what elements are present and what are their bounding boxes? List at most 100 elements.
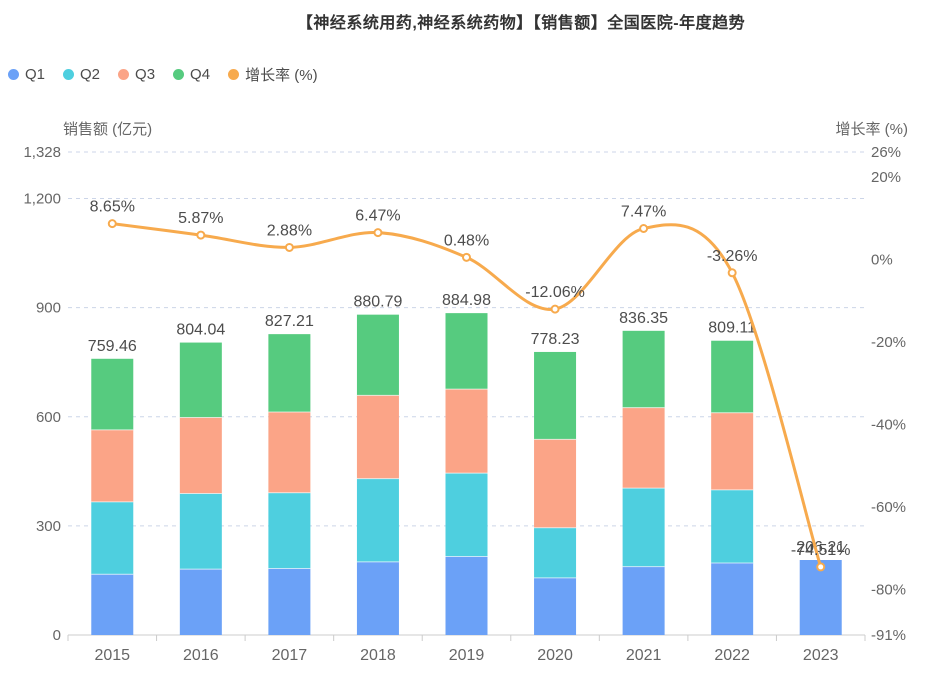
x-label-2017: 2017 [272, 647, 308, 664]
x-label-2016: 2016 [183, 647, 219, 664]
bar-total-label-2020: 778.23 [531, 331, 580, 348]
left-tick-label-900: 900 [36, 300, 61, 317]
right-tick-label-20: 20% [871, 169, 901, 186]
bar-segment-2016-q3[interactable] [179, 417, 222, 494]
bar-segment-2017-q2[interactable] [268, 492, 311, 569]
right-tick-label-26: 26% [871, 144, 901, 161]
left-tick-label-300: 300 [36, 518, 61, 535]
bar-segment-2023-q1[interactable] [799, 560, 842, 635]
chart-title: 【神经系统用药,神经系统药物】【销售额】全国医院-年度趋势 [296, 15, 746, 32]
growth-label-2022: -3.26% [707, 248, 758, 265]
legend-dot-icon [173, 69, 185, 80]
bar-segment-2016-q1[interactable] [179, 569, 222, 635]
bar-segment-2019-q3[interactable] [445, 389, 488, 474]
bar-segment-2018-q3[interactable] [356, 395, 399, 479]
bar-segment-2016-q4[interactable] [179, 342, 222, 418]
left-tick-label-0: 0 [53, 627, 61, 644]
bar-segment-2020-q3[interactable] [534, 439, 577, 528]
right-tick-label--20: -20% [871, 334, 906, 351]
legend-item-q1[interactable]: Q1 [8, 66, 45, 83]
x-label-2020: 2020 [537, 647, 573, 664]
bar-segment-2021-q3[interactable] [622, 407, 665, 489]
bar-total-label-2019: 884.98 [442, 292, 491, 309]
growth-point-2021[interactable] [639, 223, 649, 233]
bar-total-label-2022: 809.11 [708, 320, 756, 337]
bar-segment-2022-q4[interactable] [711, 340, 754, 413]
growth-label-2020: -12.06% [525, 284, 585, 301]
bar-segment-2020-q4[interactable] [534, 351, 577, 440]
growth-label-2017: 2.88% [267, 222, 312, 239]
legend-label: Q1 [25, 66, 46, 83]
bar-total-label-2015: 759.46 [88, 338, 137, 355]
bar-segment-2018-q1[interactable] [356, 561, 399, 635]
growth-point-2022[interactable] [727, 268, 737, 278]
growth-point-2018[interactable] [373, 228, 383, 238]
bar-segment-2015-q1[interactable] [91, 574, 134, 635]
growth-point-2017[interactable] [284, 242, 294, 252]
growth-point-2019[interactable] [462, 252, 471, 262]
legend-dot-icon [118, 69, 130, 80]
bar-total-label-2023: 206.21 [796, 539, 845, 556]
right-tick-label--60: -60% [871, 499, 906, 516]
right-tick-label--40: -40% [871, 416, 906, 433]
growth-point-2023[interactable] [816, 562, 826, 572]
bar-total-label-2017: 827.21 [265, 313, 314, 330]
right-axis-name: 增长率 (%) [835, 121, 909, 138]
bar-total-label-2018: 880.79 [353, 294, 402, 311]
growth-label-2015: 8.65% [90, 199, 135, 216]
legend-label: Q4 [190, 66, 211, 83]
bar-segment-2019-q2[interactable] [445, 473, 488, 557]
left-tick-label-600: 600 [36, 409, 61, 426]
bar-segment-2022-q3[interactable] [711, 412, 754, 490]
legend-dot-icon [63, 69, 75, 80]
growth-point-2020[interactable] [550, 304, 560, 314]
left-tick-label-1200: 1,200 [23, 191, 61, 208]
bar-segment-2020-q1[interactable] [534, 577, 577, 635]
legend-label: 增长率 (%) [245, 67, 318, 84]
bar-total-label-2021: 836.35 [619, 310, 668, 327]
bar-segment-2019-q1[interactable] [445, 556, 488, 635]
bar-segment-2021-q4[interactable] [622, 330, 665, 408]
legend-item-growth[interactable]: 增长率 (%) [228, 64, 318, 85]
bar-total-label-2016: 804.04 [176, 322, 225, 339]
growth-label-2021: 7.47% [621, 203, 666, 220]
bar-segment-2018-q2[interactable] [356, 478, 399, 562]
bar-segment-2017-q4[interactable] [268, 334, 311, 413]
growth-point-2015[interactable] [107, 219, 117, 229]
legend: Q1 Q2 Q3 Q4 增长率 (%) [8, 64, 318, 85]
bar-segment-2021-q2[interactable] [622, 488, 665, 567]
growth-label-2018: 6.47% [355, 208, 400, 225]
bar-segment-2022-q2[interactable] [711, 489, 754, 563]
bar-segment-2019-q4[interactable] [445, 313, 488, 390]
legend-label: Q3 [135, 66, 156, 83]
x-label-2021: 2021 [626, 647, 662, 664]
bar-segment-2017-q1[interactable] [268, 568, 311, 635]
x-label-2018: 2018 [360, 647, 396, 664]
bar-segment-2018-q4[interactable] [356, 314, 399, 396]
legend-item-q3[interactable]: Q3 [118, 66, 155, 83]
bar-segment-2015-q2[interactable] [91, 501, 134, 575]
legend-item-q4[interactable]: Q4 [173, 66, 210, 83]
right-tick-label--91: -91% [871, 627, 906, 644]
bar-segment-2020-q2[interactable] [534, 527, 577, 578]
bar-segment-2022-q1[interactable] [711, 562, 754, 635]
x-label-2023: 2023 [803, 647, 839, 664]
legend-dot-icon [8, 69, 19, 80]
legend-label: Q2 [80, 66, 101, 83]
growth-label-2016: 5.87% [178, 210, 223, 227]
growth-label-2023: -74.51% [791, 542, 851, 559]
bar-segment-2016-q2[interactable] [179, 493, 222, 570]
growth-line [110, 222, 823, 569]
left-axis-name: 销售额 (亿元) [63, 121, 153, 138]
left-tick-label-1328: 1,328 [23, 144, 61, 161]
growth-point-2016[interactable] [196, 230, 206, 240]
bar-segment-2021-q1[interactable] [622, 566, 665, 635]
legend-item-q2[interactable]: Q2 [63, 66, 100, 83]
bar-segment-2015-q3[interactable] [91, 429, 134, 502]
right-tick-label--80: -80% [871, 582, 906, 599]
x-label-2015: 2015 [94, 647, 130, 664]
right-tick-label-0: 0% [871, 251, 893, 268]
bar-segment-2015-q4[interactable] [91, 358, 134, 430]
bar-segment-2017-q3[interactable] [268, 412, 311, 493]
